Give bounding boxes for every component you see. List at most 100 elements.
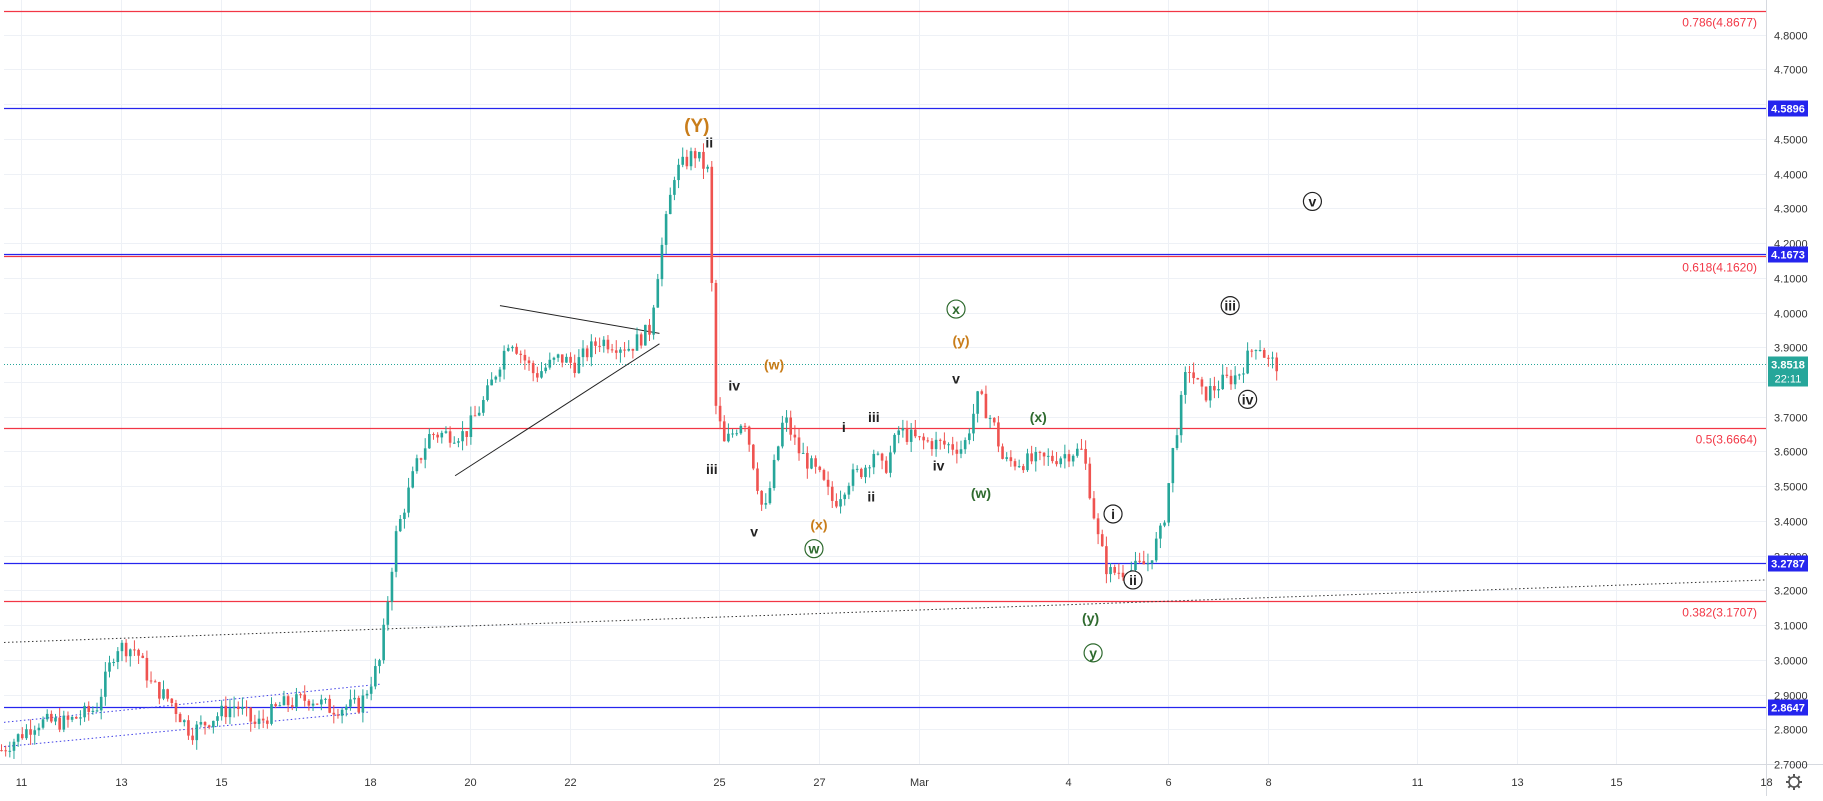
wave-label: iii xyxy=(1224,298,1236,314)
candle-body xyxy=(494,376,498,380)
candle-body xyxy=(590,341,593,358)
candle-body xyxy=(1001,446,1004,459)
x-tick-label: 8 xyxy=(1265,777,1271,789)
candle-body xyxy=(191,735,194,741)
trendline[interactable] xyxy=(3,683,381,723)
candle-body xyxy=(585,348,589,358)
candle-body xyxy=(540,371,543,378)
candle-body xyxy=(66,715,70,720)
candle-body xyxy=(33,730,37,735)
gear-icon[interactable] xyxy=(1786,774,1802,790)
candle-body xyxy=(639,334,643,346)
candle-body xyxy=(1146,563,1150,565)
candle-body xyxy=(162,689,165,699)
trendline[interactable] xyxy=(3,579,1767,643)
x-tick-label: 11 xyxy=(16,777,27,789)
candle-body xyxy=(727,433,730,442)
candle-body xyxy=(976,391,979,414)
y-tick-label: 3.2000 xyxy=(1774,586,1808,598)
candle-body xyxy=(619,349,622,353)
y-axis-ticks: 2.70002.80002.90003.00003.10003.20003.30… xyxy=(1774,31,1808,772)
candle-body xyxy=(274,704,277,707)
candle-body xyxy=(328,698,331,713)
candle-body xyxy=(153,681,157,683)
candle-body xyxy=(452,442,456,444)
trendline[interactable] xyxy=(454,343,660,477)
candle-body xyxy=(50,713,53,722)
candle-body xyxy=(511,346,514,349)
candle-body xyxy=(685,156,689,167)
candle-body xyxy=(158,682,161,699)
price-level-badge-label: 2.8647 xyxy=(1771,703,1805,715)
candle-body xyxy=(544,367,547,372)
candle-body xyxy=(706,166,709,169)
candle-body xyxy=(1022,466,1025,471)
x-tick-label: 22 xyxy=(564,777,576,789)
candle-body xyxy=(1042,452,1046,457)
candle-body xyxy=(801,452,805,454)
wave-label: (w) xyxy=(764,357,784,373)
y-tick-label: 4.7000 xyxy=(1774,65,1808,77)
candle-body xyxy=(378,660,381,667)
candle-body xyxy=(1196,378,1200,380)
candle-body xyxy=(444,431,448,433)
candle-body xyxy=(1188,372,1191,374)
candle-body xyxy=(627,348,631,351)
trendline[interactable] xyxy=(3,711,371,748)
candle-body xyxy=(581,348,585,358)
x-tick-label: Mar xyxy=(910,777,929,789)
candle-body xyxy=(652,307,655,335)
candle-body xyxy=(436,434,439,438)
candle-body xyxy=(236,706,240,710)
candle-body xyxy=(212,720,215,728)
candle-body xyxy=(398,518,402,532)
candle-body xyxy=(1271,357,1274,359)
candle-body xyxy=(353,697,356,700)
candle-body xyxy=(868,467,871,469)
wave-label: v xyxy=(1309,193,1317,209)
candle-body xyxy=(980,391,984,394)
y-tick-label: 2.7000 xyxy=(1774,760,1808,772)
candle-body xyxy=(968,433,971,441)
candle-body xyxy=(872,453,876,468)
wave-label: (Y) xyxy=(684,116,709,137)
trendline[interactable] xyxy=(499,305,660,334)
candle-body xyxy=(1184,372,1187,395)
candle-body xyxy=(943,440,946,445)
candle-body xyxy=(880,453,884,461)
wave-label-circle xyxy=(946,299,966,319)
candle-body xyxy=(133,649,136,651)
wave-label: i xyxy=(842,419,846,435)
candle-body xyxy=(20,734,24,739)
wave-label-circle xyxy=(1123,570,1143,590)
candle-body xyxy=(789,417,793,435)
candle-body xyxy=(560,354,564,363)
horizontal-levels: 0.786(4.8677) 0.618(4.1620) 0.5(3.6664) 0.3… xyxy=(4,10,1766,709)
candle-body xyxy=(182,720,186,723)
candle-body xyxy=(722,421,726,442)
candle-body xyxy=(997,422,1000,447)
candle-body xyxy=(506,348,510,351)
candle-body xyxy=(573,362,577,374)
candle-body xyxy=(1150,560,1154,564)
candle-body xyxy=(1175,435,1179,449)
candle-body xyxy=(1159,525,1162,539)
candle-body xyxy=(839,499,842,507)
candle-body xyxy=(245,706,248,708)
candle-body xyxy=(1009,457,1013,462)
candle-body xyxy=(1096,518,1100,535)
candle-body xyxy=(1225,374,1229,376)
candle-body xyxy=(344,706,348,710)
candle-body xyxy=(174,702,178,714)
candle-body xyxy=(623,349,626,351)
candle-body xyxy=(440,432,444,438)
candle-body xyxy=(606,339,610,350)
candle-body xyxy=(336,714,340,716)
wave-label: ii xyxy=(867,489,875,505)
wave-label: iv xyxy=(933,457,945,473)
candle-body xyxy=(760,490,763,505)
wave-label: x xyxy=(952,301,960,317)
